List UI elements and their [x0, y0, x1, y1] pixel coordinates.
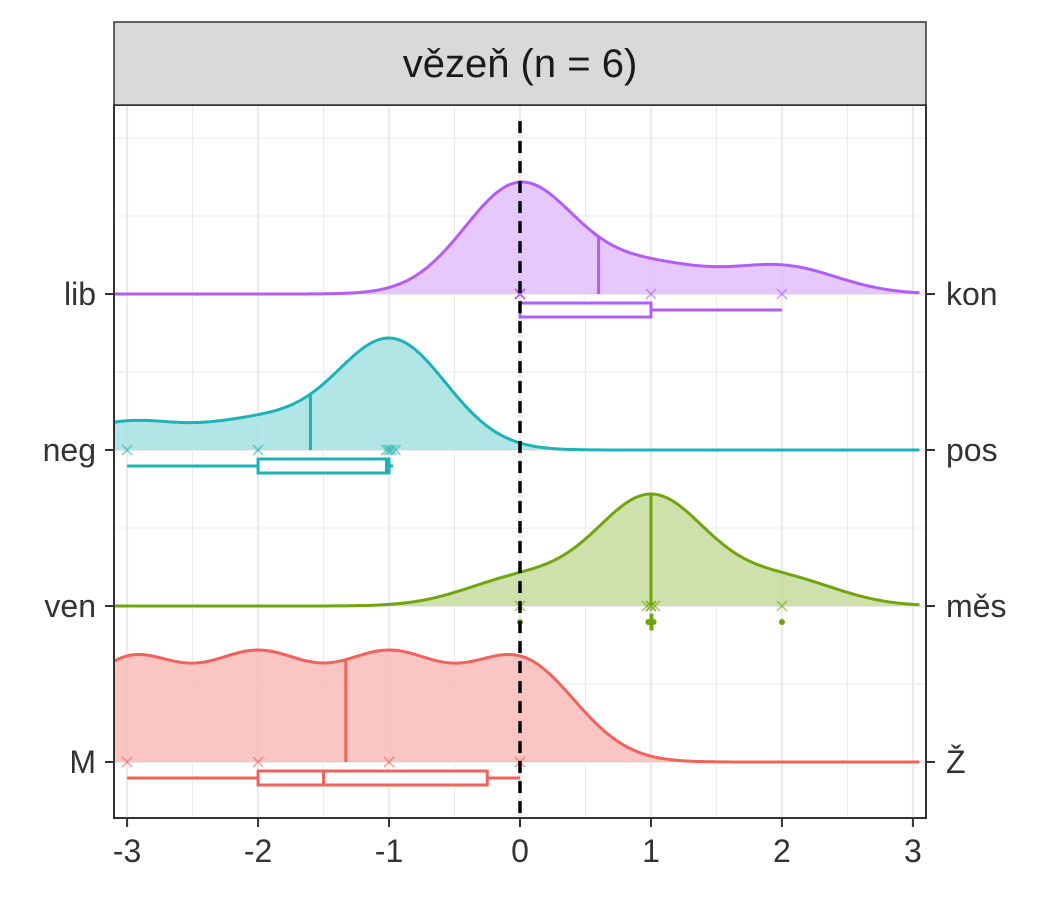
data-point-stroke	[252, 444, 264, 456]
x-tick-label: 0	[511, 833, 529, 869]
data-point-stroke	[776, 600, 788, 612]
density-curve	[114, 180, 920, 296]
box-outlier	[650, 619, 657, 625]
density-curve	[114, 492, 920, 608]
data-point	[776, 600, 788, 612]
data-point-stroke	[389, 444, 402, 456]
x-tick-label: 1	[642, 833, 660, 869]
data-point-stroke	[383, 756, 395, 768]
density-area	[114, 182, 920, 294]
x-tick-label: 3	[904, 833, 922, 869]
density-curve	[113, 336, 920, 452]
facet-strip: vězeň (n = 6)	[113, 21, 927, 106]
data-point	[645, 600, 657, 612]
density-area	[114, 338, 920, 450]
data-point	[389, 444, 402, 456]
x-tick-label: -1	[375, 833, 403, 869]
box-iqr	[256, 769, 489, 787]
data-point-stroke	[386, 444, 398, 456]
data-point-stroke	[121, 444, 133, 456]
y-tick-label-right: pos	[946, 432, 998, 468]
ridge-row-M	[113, 648, 920, 787]
y-tick-label-left: neg	[43, 432, 96, 468]
data-point-stroke	[380, 444, 393, 456]
data-point	[380, 444, 393, 456]
data-point	[252, 756, 264, 768]
y-tick-label-left: ven	[44, 588, 96, 624]
x-tick-label: 2	[773, 833, 791, 869]
y-tick-label-left: M	[69, 744, 96, 780]
box-iqr	[256, 457, 391, 475]
data-point	[121, 444, 133, 456]
box-outlier	[645, 619, 652, 625]
data-point-stroke	[776, 288, 788, 300]
data-point	[121, 756, 133, 768]
box-iqr	[518, 301, 653, 319]
data-point-stroke	[649, 600, 661, 612]
density-curve	[113, 648, 920, 764]
ridge-row-lib	[114, 180, 920, 319]
y-tick-label-right: Ž	[946, 744, 966, 780]
data-point-stroke	[252, 756, 264, 768]
x-tick-label: -2	[244, 833, 272, 869]
data-point-stroke	[645, 288, 657, 300]
data-point-stroke	[121, 756, 133, 768]
data-point	[383, 756, 395, 768]
y-tick-label-left: lib	[64, 276, 96, 312]
ridge-row-neg	[113, 336, 920, 475]
axes: -3 -2 -1 0 1 2 3 lib kon neg pos ven měs M Ž	[43, 104, 1006, 869]
density-area	[114, 650, 920, 762]
density-area	[114, 494, 920, 606]
y-tick-label-right: kon	[946, 276, 998, 312]
ridge-row-ven	[114, 492, 920, 631]
data-point-stroke	[645, 600, 657, 612]
data-point-stroke	[514, 288, 526, 300]
y-tick-label-right: měs	[946, 588, 1006, 624]
facet-strip-background	[113, 21, 927, 106]
ridge-rows	[113, 180, 920, 787]
data-point	[649, 600, 661, 612]
data-point	[645, 288, 657, 300]
x-tick-label: -3	[113, 833, 141, 869]
data-point	[514, 288, 526, 300]
facet-title: vězeň (n = 6)	[403, 42, 638, 86]
data-point	[776, 288, 788, 300]
data-point	[386, 444, 398, 456]
box-outlier	[778, 619, 785, 625]
data-point	[252, 444, 264, 456]
